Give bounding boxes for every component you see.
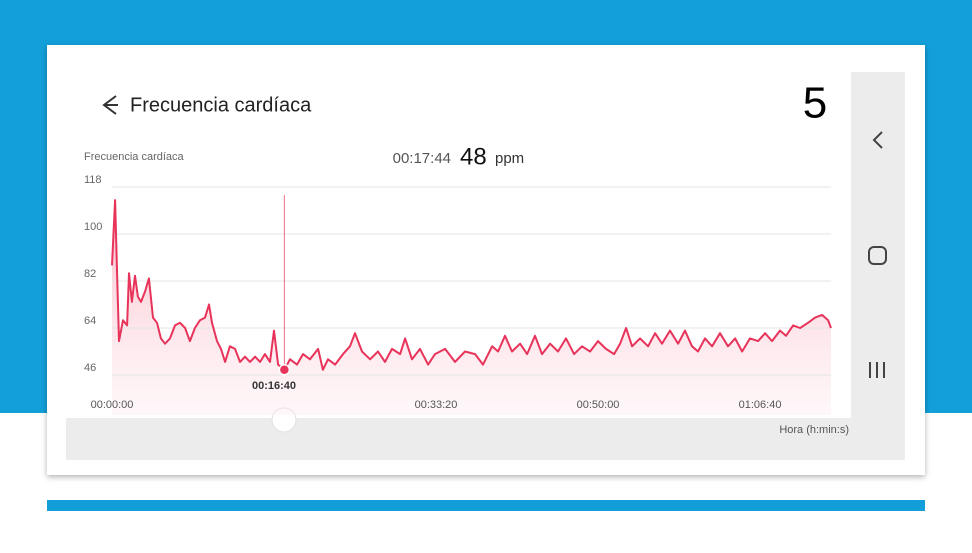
page-title: Frecuencia cardíaca — [130, 94, 312, 116]
nav-bar — [851, 72, 905, 460]
y-tick-label: 82 — [84, 268, 96, 280]
y-tick-label: 118 — [84, 174, 102, 186]
cursor-value: 48 — [460, 143, 487, 170]
x-tick-label: 00:50:00 — [577, 399, 620, 411]
bottom-bar — [66, 418, 851, 460]
y-tick-label: 46 — [84, 362, 96, 374]
heart-rate-line — [111, 199, 832, 371]
chart-title: Frecuencia cardíaca — [84, 151, 185, 163]
cursor-unit: ppm — [495, 150, 524, 167]
nav-home[interactable] — [868, 246, 887, 265]
cursor-time: 00:17:44 — [393, 150, 451, 167]
x-axis-label: Hora (h:min:s) — [779, 424, 849, 436]
nav-back[interactable] — [872, 131, 883, 149]
badge-number: 5 — [803, 79, 827, 128]
nav-recents[interactable] — [869, 362, 885, 378]
x-tick-label: 00:00:00 — [91, 399, 134, 411]
bottom-strip — [47, 500, 925, 511]
cursor-dot — [278, 364, 291, 376]
cursor-tick-label: 00:16:40 — [252, 380, 296, 392]
y-tick-label: 100 — [84, 221, 102, 233]
x-tick-label: 01:06:40 — [739, 399, 782, 411]
y-tick-label: 64 — [84, 315, 96, 327]
x-tick-label: 00:33:20 — [415, 399, 458, 411]
back-arrow[interactable] — [102, 95, 118, 115]
